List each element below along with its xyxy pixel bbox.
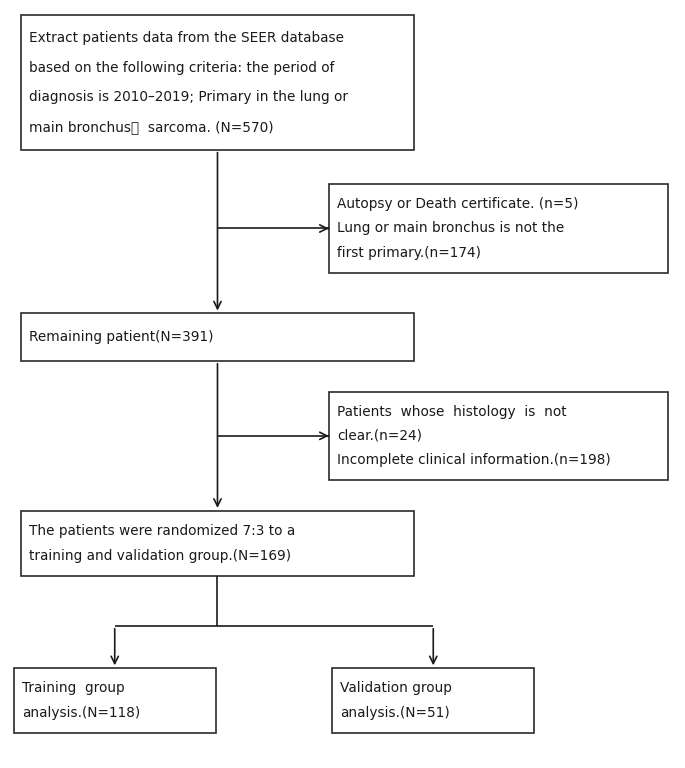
Bar xyxy=(332,668,534,733)
Text: clear.(n=24): clear.(n=24) xyxy=(337,429,422,443)
Text: diagnosis is 2010–2019; Primary in the lung or: diagnosis is 2010–2019; Primary in the l… xyxy=(29,91,348,104)
Bar xyxy=(21,15,414,150)
Text: Extract patients data from the SEER database: Extract patients data from the SEER data… xyxy=(29,31,344,45)
Bar xyxy=(329,184,668,273)
Bar xyxy=(329,392,668,480)
Text: Patients  whose  histology  is  not: Patients whose histology is not xyxy=(337,405,566,419)
Text: training and validation group.(N=169): training and validation group.(N=169) xyxy=(29,549,291,563)
Text: Autopsy or Death certificate. (n=5): Autopsy or Death certificate. (n=5) xyxy=(337,197,579,211)
Text: first primary.(n=174): first primary.(n=174) xyxy=(337,246,481,260)
Text: Validation group: Validation group xyxy=(340,681,452,695)
Bar xyxy=(21,313,414,361)
Bar xyxy=(21,511,414,576)
Text: based on the following criteria: the period of: based on the following criteria: the per… xyxy=(29,61,334,74)
Text: Lung or main bronchus is not the: Lung or main bronchus is not the xyxy=(337,221,564,236)
Bar xyxy=(14,668,216,733)
Text: The patients were randomized 7:3 to a: The patients were randomized 7:3 to a xyxy=(29,524,295,538)
Text: analysis.(N=118): analysis.(N=118) xyxy=(22,707,140,720)
Text: Remaining patient(N=391): Remaining patient(N=391) xyxy=(29,330,213,344)
Text: Training  group: Training group xyxy=(22,681,125,695)
Text: Incomplete clinical information.(n=198): Incomplete clinical information.(n=198) xyxy=(337,453,611,467)
Text: main bronchus；  sarcoma. (N=570): main bronchus； sarcoma. (N=570) xyxy=(29,121,273,134)
Text: analysis.(N=51): analysis.(N=51) xyxy=(340,707,450,720)
